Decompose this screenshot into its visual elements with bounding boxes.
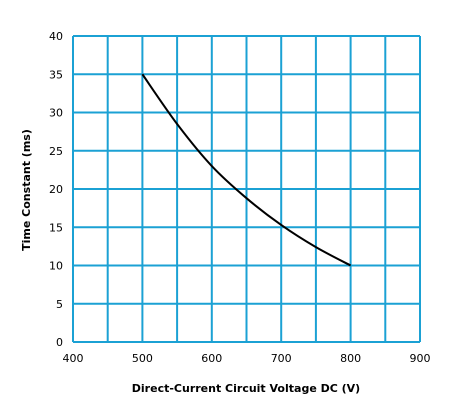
x-tick-label: 500 bbox=[132, 352, 153, 365]
grid bbox=[72, 35, 421, 343]
y-tick-label: 20 bbox=[49, 183, 63, 196]
series-layer bbox=[141, 73, 352, 267]
series-line bbox=[141, 73, 352, 267]
y-tick-label: 40 bbox=[49, 30, 63, 43]
x-tick-label: 900 bbox=[410, 352, 431, 365]
data-point bbox=[350, 265, 352, 267]
y-axis-title: Time Constant (ms) bbox=[20, 129, 33, 251]
y-tick-label: 30 bbox=[49, 107, 63, 120]
y-tick-label: 15 bbox=[49, 221, 63, 234]
y-tick-label: 0 bbox=[56, 336, 63, 349]
y-tick-label: 5 bbox=[56, 298, 63, 311]
x-tick-label: 700 bbox=[271, 352, 292, 365]
y-tick-labels: 0 5 10 15 20 25 30 35 40 bbox=[49, 30, 63, 349]
y-tick-label: 25 bbox=[49, 145, 63, 158]
data-point bbox=[315, 246, 317, 248]
y-tick-label: 10 bbox=[49, 260, 63, 273]
x-tick-label: 600 bbox=[201, 352, 222, 365]
data-point bbox=[141, 73, 143, 75]
x-axis-title: Direct-Current Circuit Voltage DC (V) bbox=[132, 382, 360, 395]
data-point bbox=[211, 165, 213, 167]
data-point bbox=[246, 197, 248, 199]
x-tick-labels: 400 500 600 700 800 900 bbox=[63, 352, 431, 365]
y-tick-label: 35 bbox=[49, 68, 63, 81]
x-tick-label: 800 bbox=[340, 352, 361, 365]
data-point bbox=[280, 224, 282, 226]
x-tick-label: 400 bbox=[63, 352, 84, 365]
data-point bbox=[176, 123, 178, 125]
